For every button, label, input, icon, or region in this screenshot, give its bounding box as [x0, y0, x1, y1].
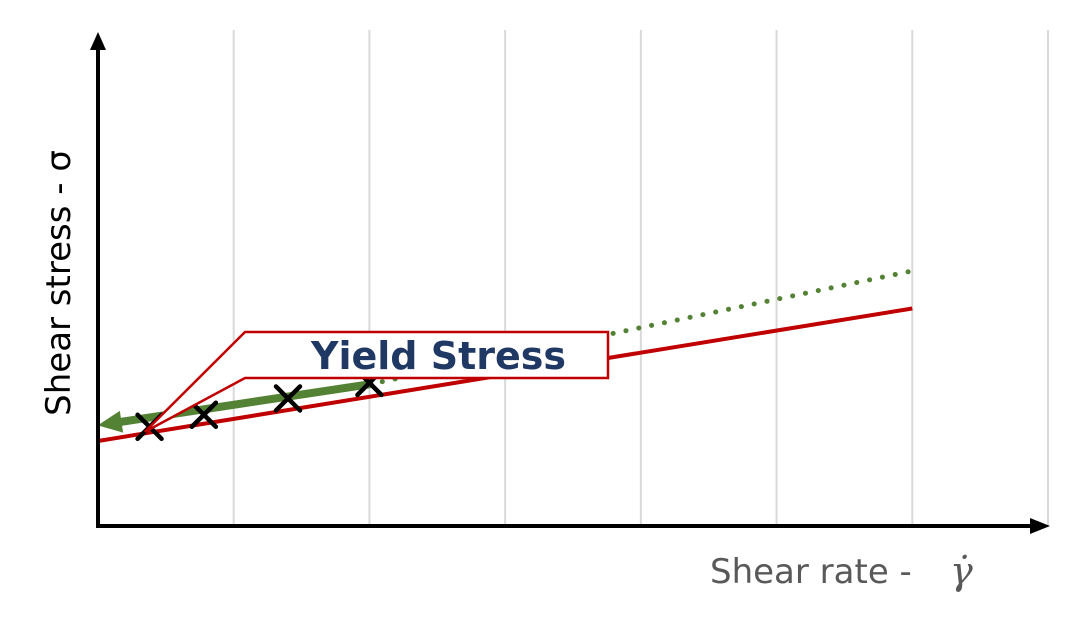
annotation-yield-stress: Yield Stress	[310, 334, 566, 378]
data-point-x-marker-2	[273, 384, 303, 413]
marker-stroke	[189, 400, 219, 430]
callout-shape	[143, 330, 610, 433]
x-axis-label: Shear rate -	[710, 552, 912, 592]
y-axis-arrowhead	[90, 32, 106, 50]
series-line-1	[107, 380, 374, 428]
yield-stress-callout: Yield Stress	[143, 330, 610, 433]
marker-stroke	[273, 384, 303, 413]
gridlines	[232, 30, 1049, 526]
axes	[90, 32, 1050, 534]
y-axis-label: Shear stress - σ	[39, 150, 79, 416]
data-point-x-marker-1	[189, 400, 219, 430]
x-axis-arrowhead	[1030, 518, 1050, 534]
fit-line-arrowhead	[97, 410, 124, 433]
x-axis-symbol: γ̇	[950, 549, 973, 593]
